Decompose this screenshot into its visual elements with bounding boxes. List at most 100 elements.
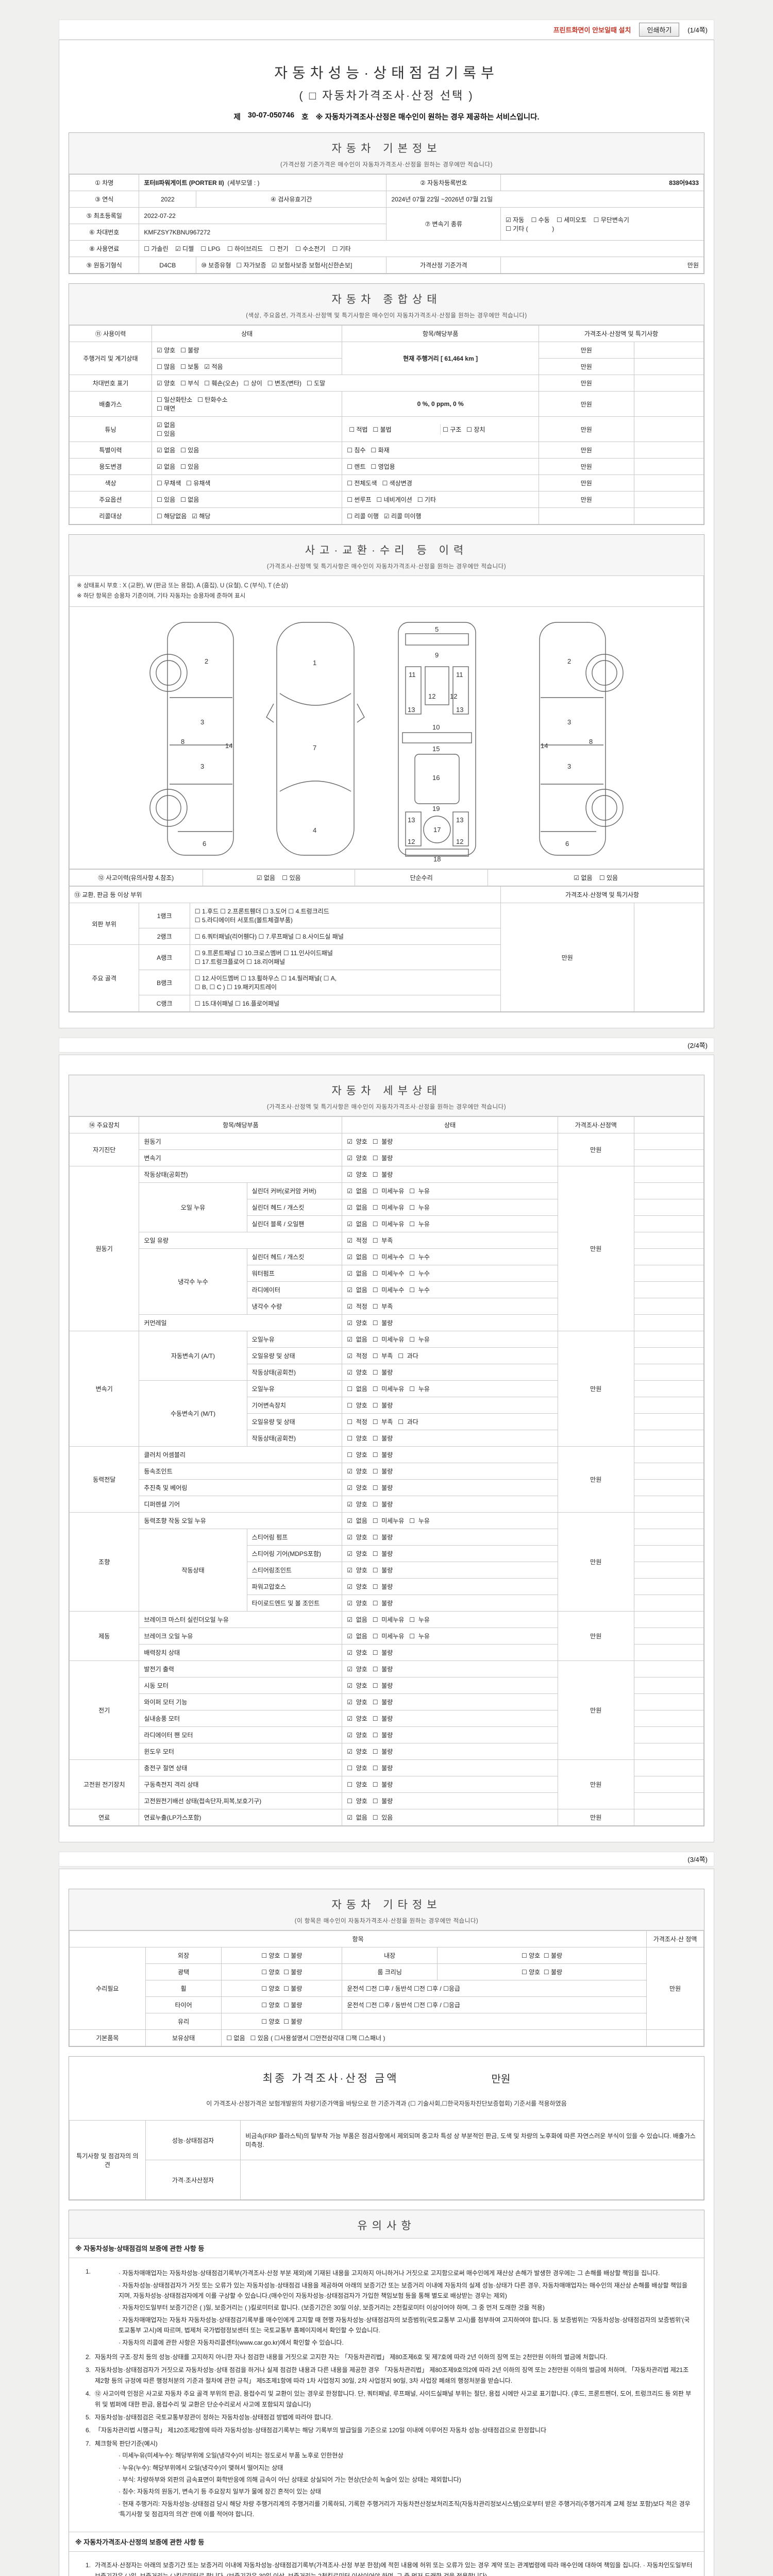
simple-repair-options[interactable]: ☑ 없음 ☐ 있음 — [488, 869, 704, 887]
tuning-sub-options[interactable]: ☐ 적법 ☐ 불법 ☐ 구조 ☐ 장치 — [342, 416, 539, 442]
item-label: 라디에이터 — [246, 1281, 343, 1299]
rank2-items[interactable]: ☐ 6.쿼터패널(리어휀다) ☐ 7.루프패널 ☐ 8.사이드실 패널 — [189, 928, 501, 945]
state-options[interactable]: ☑ 없음 ☐ 미세누수 ☐ 누수 — [342, 1281, 558, 1299]
doc-no-suffix: 호 — [301, 113, 309, 122]
state-options[interactable]: ☑ 양호 ☐ 불량 — [342, 1364, 558, 1381]
state-options[interactable]: ☑ 양호 ☐ 불량 — [342, 1463, 558, 1480]
state-options[interactable]: ☑ 양호 ☐ 불량 — [342, 1726, 558, 1744]
mileage-level-options[interactable]: ☐ 많음 ☐ 보통 ☑ 적음 — [152, 358, 343, 375]
state-options[interactable]: ☑ 양호 ☐ 불량 — [342, 1479, 558, 1497]
warranty-options[interactable]: ⑩ 보증유형 ☐ 자가보증 ☑ 보험사보증 보험사[신한손보] — [196, 257, 387, 274]
fuel-options[interactable]: ☐ 가솔린 ☑ 디젤 ☐ LPG ☐ 하이브리드 ☐ 전기 ☐ 수소전기 ☐ 기… — [139, 240, 704, 257]
print-button[interactable]: 인쇄하기 — [639, 23, 680, 37]
state-options[interactable]: ☐ 양호 ☐ 불량 — [342, 1776, 558, 1793]
state-options[interactable]: ☐ 적정 ☐ 부족 ☐ 과다 — [342, 1413, 558, 1431]
state-options[interactable]: ☑ 양호 ☐ 불량 — [342, 1660, 558, 1678]
section-detail-title: 자동차 세부상태 — [331, 1085, 442, 1097]
tire-options[interactable]: ☐ 양호 ☐ 불량 — [221, 1996, 343, 2014]
detail-row: 수동변속기 (M/T) 오일누유 ☐ 없음 ☐ 미세누유 ☐ 누유 — [70, 1380, 704, 1447]
state-options[interactable]: ☑ 양호 ☐ 불량 — [342, 1693, 558, 1711]
state-options[interactable]: ☑ 없음 ☐ 있음 — [342, 1809, 558, 1826]
state-options[interactable]: ☑ 없음 ☐ 미세누수 ☐ 누수 — [342, 1265, 558, 1282]
state-options[interactable]: ☑ 적정 ☐ 부족 — [342, 1298, 558, 1315]
svg-text:12: 12 — [408, 838, 415, 845]
rank1-items[interactable]: ☐ 1.후드 ☐ 2.프론트휀더 ☐ 3.도어 ☐ 4.트렁크리드 ☐ 5.라디… — [189, 903, 501, 929]
document-number-line: 제 30-07-050746 호 ※ 자동차가격조사·산정은 매수인이 원하는 … — [69, 111, 704, 122]
detail-row: 디퍼렌셜 기어 ☑ 양호 ☐ 불량 — [70, 1496, 704, 1513]
polish-options[interactable]: ☐ 양호 ☐ 불량 — [221, 1963, 343, 1981]
rankB-items[interactable]: ☐ 12.사이드멤버 ☐ 13.휠하우스 ☐ 14.필러패널( ☐ A, ☐ B… — [189, 970, 501, 996]
item-label: 와이퍼 모터 기능 — [139, 1693, 343, 1711]
state-options[interactable]: ☑ 양호 ☐ 불량 — [342, 1133, 558, 1150]
hold-state-options[interactable]: ☐ 없음 ☐ 있음 ( ☐사용설명서 ☐안전삼각대 ☐잭 ☐스패너 ) — [221, 2029, 647, 2047]
vin-state-options[interactable]: ☑ 양호 ☐ 부식 ☐ 훼손(오손) ☐ 상이 ☐ 변조(변타) ☐ 도말 — [152, 375, 539, 392]
state-options[interactable]: ☑ 양호 ☐ 불량 — [342, 1595, 558, 1612]
accident-history-options[interactable]: ☑ 없음 ☐ 있음 — [202, 869, 355, 887]
table-row: 용도변경 ☑ 없음 ☐ 있음 ☐ 렌트 ☐ 영업용 만원 — [69, 458, 704, 475]
state-options[interactable]: ☐ 양호 ☐ 불량 — [342, 1446, 558, 1464]
special-history-items[interactable]: ☐ 침수 ☐ 화재 — [342, 442, 539, 459]
state-options[interactable]: ☑ 없음 ☐ 미세누유 ☐ 누유 — [342, 1611, 558, 1629]
section-accident-history: 사고·교환·수리 등 이력 (가격조사·산정액 및 특기사항은 매수인이 자동차… — [69, 534, 704, 1013]
state-options[interactable]: ☐ 양호 ☐ 불량 — [342, 1397, 558, 1414]
state-options[interactable]: ☑ 적정 ☐ 부족 — [342, 1232, 558, 1249]
install-plugin-link[interactable]: 프린트화면이 안보일때 설치 — [553, 26, 631, 34]
remark-cell — [633, 1248, 704, 1266]
state-options[interactable]: ☑ 양호 ☐ 불량 — [342, 1149, 558, 1167]
exterior-options[interactable]: ☐ 양호 ☐ 불량 — [221, 1947, 343, 1964]
color-options[interactable]: ☐ 무채색 ☐ 유채색 — [152, 474, 343, 492]
mileage-state-options[interactable]: ☑ 양호 ☐ 불량 — [152, 342, 343, 359]
glass-options[interactable]: ☐ 양호 ☐ 불량 — [221, 2013, 343, 2030]
remark-cell — [633, 1726, 704, 1744]
rankC-items[interactable]: ☐ 15.대쉬패널 ☐ 16.플로어패널 — [189, 995, 501, 1012]
state-options[interactable]: ☑ 없음 ☐ 미세누유 ☐ 누유 — [342, 1215, 558, 1233]
state-options[interactable]: ☑ 양호 ☐ 불량 — [342, 1562, 558, 1579]
state-options[interactable]: ☑ 없음 ☐ 미세누유 ☐ 누유 — [342, 1182, 558, 1200]
state-options[interactable]: ☑ 양호 ☐ 불량 — [342, 1644, 558, 1662]
state-options[interactable]: ☑ 없음 ☐ 미세누유 ☐ 누유 — [342, 1628, 558, 1645]
state-options[interactable]: ☑ 양호 ☐ 불량 — [342, 1314, 558, 1332]
state-options[interactable]: ☑ 양호 ☐ 불량 — [342, 1578, 558, 1596]
room-cleaning-options[interactable]: ☐ 양호 ☐ 불량 — [436, 1963, 647, 1981]
item-label: 디퍼렌셜 기어 — [139, 1496, 343, 1513]
state-options[interactable]: ☐ 양호 ☐ 불량 — [342, 1759, 558, 1777]
tire-position-options[interactable]: 운전석 ☐전 ☐후 / 동반석 ☐전 ☐후 / ☐응급 — [342, 1996, 647, 2014]
usage-change-items[interactable]: ☐ 렌트 ☐ 영업용 — [342, 458, 539, 475]
tuning-options[interactable]: ☑ 없음 ☐ 있음 — [152, 416, 343, 442]
recall-items[interactable]: ☐ 리콜 이행 ☑ 리콜 미이행 — [342, 507, 539, 524]
detail-row: 전기 발전기 출력 ☑ 양호 ☐ 불량 만원 — [69, 1660, 704, 1760]
state-options[interactable]: ☐ 양호 ☐ 불량 — [342, 1792, 558, 1810]
state-options[interactable]: ☑ 양호 ☐ 불량 — [342, 1496, 558, 1513]
main-option-items[interactable]: ☐ 썬루프 ☐ 네비게이션 ☐ 기타 — [342, 491, 539, 508]
svg-text:1: 1 — [313, 659, 316, 667]
state-options[interactable]: ☑ 양호 ☐ 불량 — [342, 1743, 558, 1760]
svg-text:11: 11 — [456, 671, 463, 679]
state-options[interactable]: ☑ 없음 ☐ 미세누유 ☐ 누유 — [342, 1512, 558, 1530]
state-options[interactable]: ☑ 없음 ☐ 미세누수 ☐ 누수 — [342, 1248, 558, 1266]
state-options[interactable]: ☐ 양호 ☐ 불량 — [342, 1430, 558, 1447]
state-options[interactable]: ☑ 양호 ☐ 불량 — [342, 1166, 558, 1183]
wheel-options[interactable]: ☐ 양호 ☐ 불량 — [221, 1980, 343, 1997]
emission-options[interactable]: ☐ 일산화탄소 ☐ 탄화수소 ☐ 매연 — [152, 391, 343, 417]
price-cell: 만원 — [646, 1947, 704, 2030]
rankA-items[interactable]: ☐ 9.프론트패널 ☐ 10.크로스멤버 ☐ 11.인사이드패널 ☐ 17.트렁… — [189, 944, 501, 971]
state-options[interactable]: ☑ 양호 ☐ 불량 — [342, 1710, 558, 1727]
state-options[interactable]: ☐ 없음 ☐ 미세누유 ☐ 누유 — [342, 1380, 558, 1398]
row-label: 색상 — [69, 474, 153, 492]
interior-options[interactable]: ☐ 양호 ☐ 불량 — [436, 1947, 647, 1964]
state-options[interactable]: ☑ 양호 ☐ 불량 — [342, 1529, 558, 1546]
state-options[interactable]: ☑ 양호 ☐ 불량 — [342, 1545, 558, 1563]
state-options[interactable]: ☑ 적정 ☐ 부족 ☐ 과다 — [342, 1347, 558, 1365]
special-history-options[interactable]: ☑ 없음 ☐ 있음 — [152, 442, 343, 459]
state-options[interactable]: ☑ 양호 ☐ 불량 — [342, 1677, 558, 1694]
item-group-label: 작동상태 — [139, 1529, 247, 1612]
main-option-options[interactable]: ☐ 있음 ☐ 없음 — [152, 491, 343, 508]
color-items[interactable]: ☐ 전체도색 ☐ 색상변경 — [342, 474, 539, 492]
section-overall-title: 자동차 종합상태 — [331, 294, 442, 306]
transmission-options[interactable]: ☑ 자동 ☐ 수동 ☐ 세미오토 ☐ 무단변속기 ☐ 기타 ( ) — [500, 207, 704, 241]
wheel-position-options[interactable]: 운전석 ☐전 ☐후 / 동반석 ☐전 ☐후 / ☐응급 — [342, 1980, 647, 1997]
state-options[interactable]: ☑ 없음 ☐ 미세누유 ☐ 누유 — [342, 1199, 558, 1216]
recall-options[interactable]: ☐ 해당없음 ☑ 해당 — [152, 507, 343, 524]
state-options[interactable]: ☑ 없음 ☐ 미세누유 ☐ 누유 — [342, 1331, 558, 1348]
usage-change-options[interactable]: ☑ 없음 ☐ 있음 — [152, 458, 343, 475]
